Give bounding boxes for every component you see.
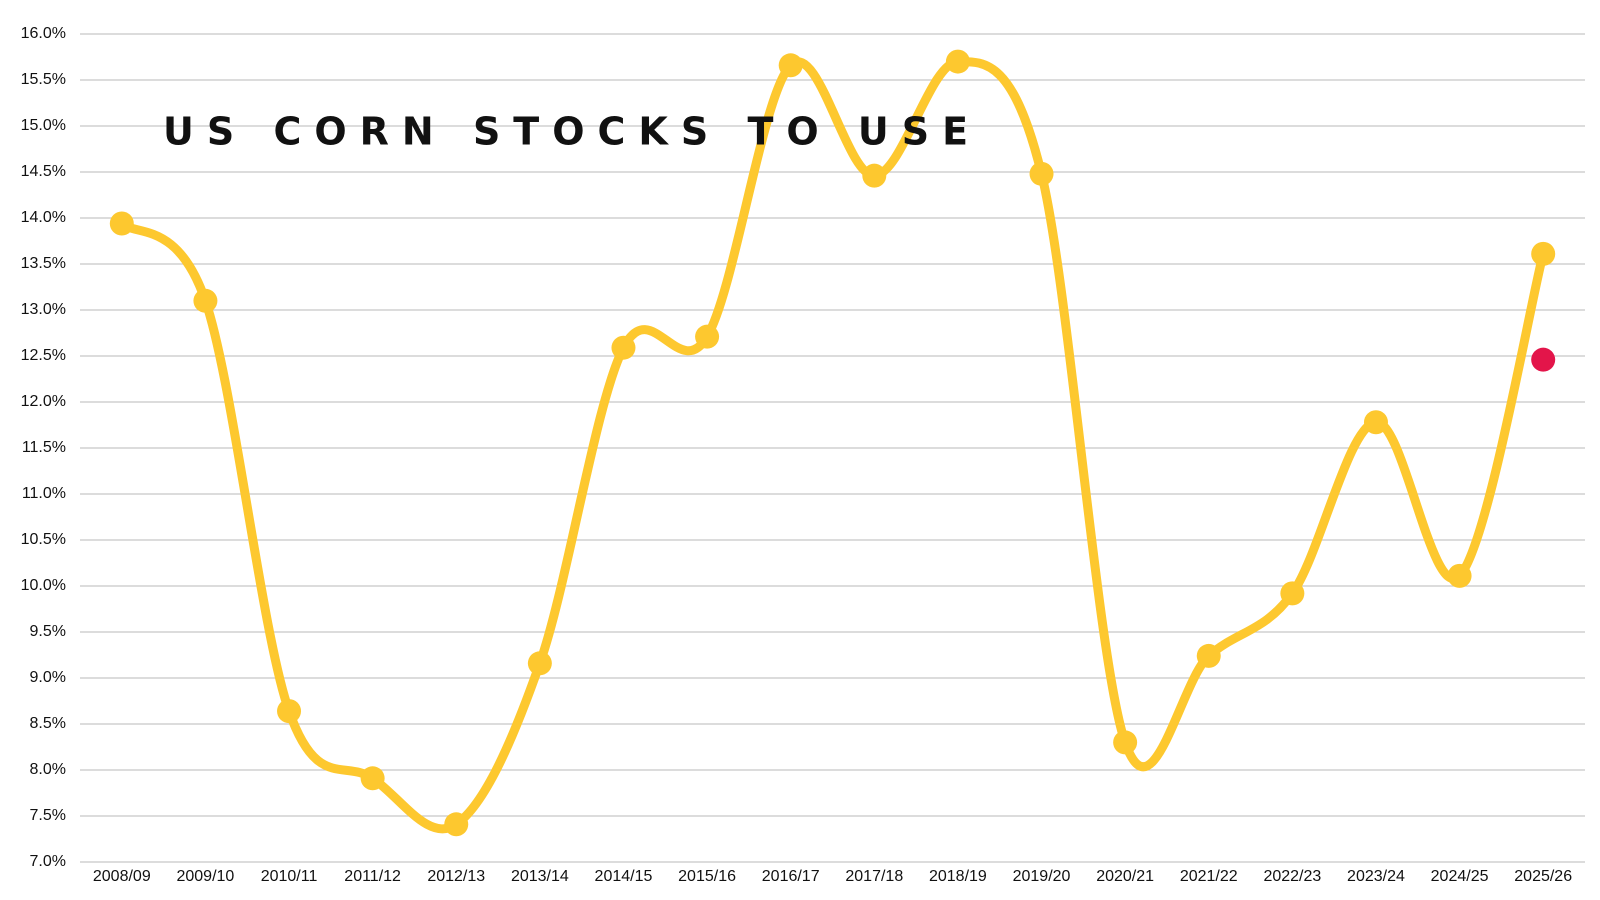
point-marker (1531, 241, 1556, 266)
point-marker (945, 49, 970, 74)
point-marker (193, 288, 218, 313)
point-marker (444, 812, 469, 837)
x-tick-label: 2019/20 (1013, 868, 1071, 885)
x-tick-label: 2018/19 (929, 868, 987, 885)
y-tick-label: 15.5% (21, 71, 66, 88)
point-marker (1280, 581, 1305, 606)
x-tick-label: 2012/13 (427, 868, 485, 885)
x-tick-label: 2013/14 (511, 868, 569, 885)
x-tick-label: 2024/25 (1431, 868, 1489, 885)
point-marker (1531, 347, 1556, 372)
y-tick-label: 15.0% (21, 117, 66, 134)
x-tick-label: 2010/11 (261, 868, 318, 885)
y-tick-label: 12.5% (21, 347, 66, 364)
series-line (117, 57, 1548, 834)
y-tick-label: 9.0% (30, 669, 66, 686)
x-tick-label: 2014/15 (595, 868, 653, 885)
point-marker (778, 53, 803, 78)
y-tick-label: 12.0% (21, 393, 66, 410)
x-tick-label: 2025/26 (1514, 868, 1572, 885)
x-tick-label: 2008/09 (93, 868, 151, 885)
point-marker (109, 211, 134, 236)
point-marker (1363, 410, 1388, 435)
y-tick-label: 7.5% (30, 807, 66, 824)
chart-title: US CORN STOCKS TO USE (163, 110, 981, 154)
x-tick-label: 2021/22 (1180, 868, 1238, 885)
x-tick-label: 2016/17 (762, 868, 820, 885)
y-tick-label: 13.5% (21, 255, 66, 272)
x-tick-label: 2009/10 (176, 868, 234, 885)
x-tick-label: 2015/16 (678, 868, 736, 885)
point-marker (695, 324, 720, 349)
point-marker (611, 335, 636, 360)
y-tick-label: 10.0% (21, 577, 66, 594)
x-tick-label: 2022/23 (1263, 868, 1321, 885)
y-tick-label: 14.0% (21, 209, 66, 226)
point-marker (277, 699, 302, 724)
y-tick-label: 14.5% (21, 163, 66, 180)
y-tick-label: 13.0% (21, 301, 66, 318)
point-marker (1196, 643, 1221, 668)
y-tick-label: 11.5% (22, 439, 66, 456)
point-marker (1029, 161, 1054, 186)
y-tick-label: 8.5% (30, 715, 66, 732)
y-tick-label: 9.5% (30, 623, 66, 640)
point-marker (862, 163, 887, 188)
x-tick-label: 2023/24 (1347, 868, 1405, 885)
y-tick-label: 11.0% (22, 485, 66, 502)
point-marker (360, 766, 385, 791)
y-tick-label: 8.0% (30, 761, 66, 778)
x-tick-label: 2020/21 (1096, 868, 1154, 885)
point-marker (527, 651, 552, 676)
point-marker (1447, 563, 1472, 588)
y-tick-label: 16.0% (21, 25, 66, 42)
point-marker (1113, 730, 1138, 755)
x-tick-label: 2017/18 (845, 868, 903, 885)
x-tick-label: 2011/12 (344, 868, 401, 885)
y-tick-label: 10.5% (21, 531, 66, 548)
y-tick-label: 7.0% (30, 853, 66, 870)
